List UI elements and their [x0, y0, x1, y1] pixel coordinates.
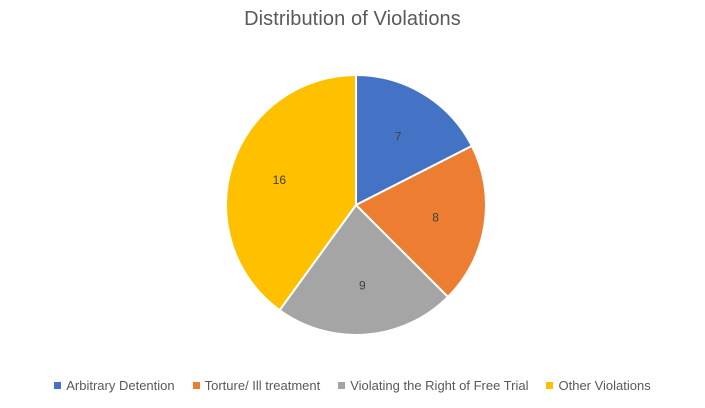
legend-item-torture: Torture/ Ill treatment [192, 378, 321, 393]
pie-slice-free-trial [278, 203, 450, 336]
legend-label: Violating the Right of Free Trial [350, 378, 529, 393]
data-label-torture: 8 [432, 211, 439, 225]
data-label-other-violations: 16 [273, 173, 287, 187]
data-label-arbitrary-detention: 7 [395, 129, 402, 143]
chart-legend: Arbitrary Detention Torture/ Ill treatme… [0, 378, 705, 393]
legend-swatch [546, 382, 554, 389]
legend-item-other-violations: Other Violations [546, 378, 651, 393]
chart-title: Distribution of Violations [244, 8, 461, 30]
legend-label: Torture/ Ill treatment [204, 378, 321, 393]
legend-swatch [192, 382, 200, 389]
pie-slice-other-violations [225, 73, 357, 312]
legend-swatch [54, 382, 62, 389]
legend-label: Arbitrary Detention [66, 378, 175, 393]
data-label-free-trial: 9 [359, 278, 366, 292]
legend-swatch [338, 382, 346, 389]
legend-item-free-trial: Violating the Right of Free Trial [338, 378, 528, 393]
legend-label: Other Violations [558, 378, 651, 393]
pie-slice-arbitrary-detention [355, 73, 474, 207]
pie-slice-torture [354, 144, 487, 299]
legend-item-arbitrary-detention: Arbitrary Detention [54, 378, 175, 393]
